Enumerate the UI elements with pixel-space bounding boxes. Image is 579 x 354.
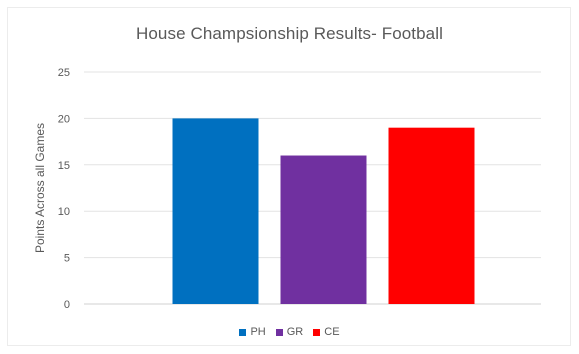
bar-ce <box>388 127 475 305</box>
legend: PH GR CE <box>0 326 579 338</box>
bar-gr <box>280 155 367 304</box>
legend-swatch-ce <box>313 328 321 336</box>
legend-swatch-gr <box>275 328 283 336</box>
legend-item-gr: GR <box>275 326 304 338</box>
legend-label-ph: PH <box>250 326 266 338</box>
chart-title: House Champsionship Results- Football <box>135 24 443 43</box>
legend-item-ce: CE <box>313 326 340 338</box>
y-tick-label-10: 10 <box>58 206 70 218</box>
y-tick-label-15: 15 <box>58 160 70 172</box>
y-tick-label-0: 0 <box>64 299 70 311</box>
legend-label-gr: GR <box>286 326 304 338</box>
y-tick-label-25: 25 <box>58 67 70 79</box>
legend-item-ph: PH <box>239 326 266 338</box>
legend-swatch-ph <box>239 328 247 336</box>
bar-ph <box>172 118 259 305</box>
y-tick-label-5: 5 <box>64 253 70 265</box>
legend-label-ce: CE <box>324 326 340 338</box>
y-tick-label-20: 20 <box>58 113 70 125</box>
